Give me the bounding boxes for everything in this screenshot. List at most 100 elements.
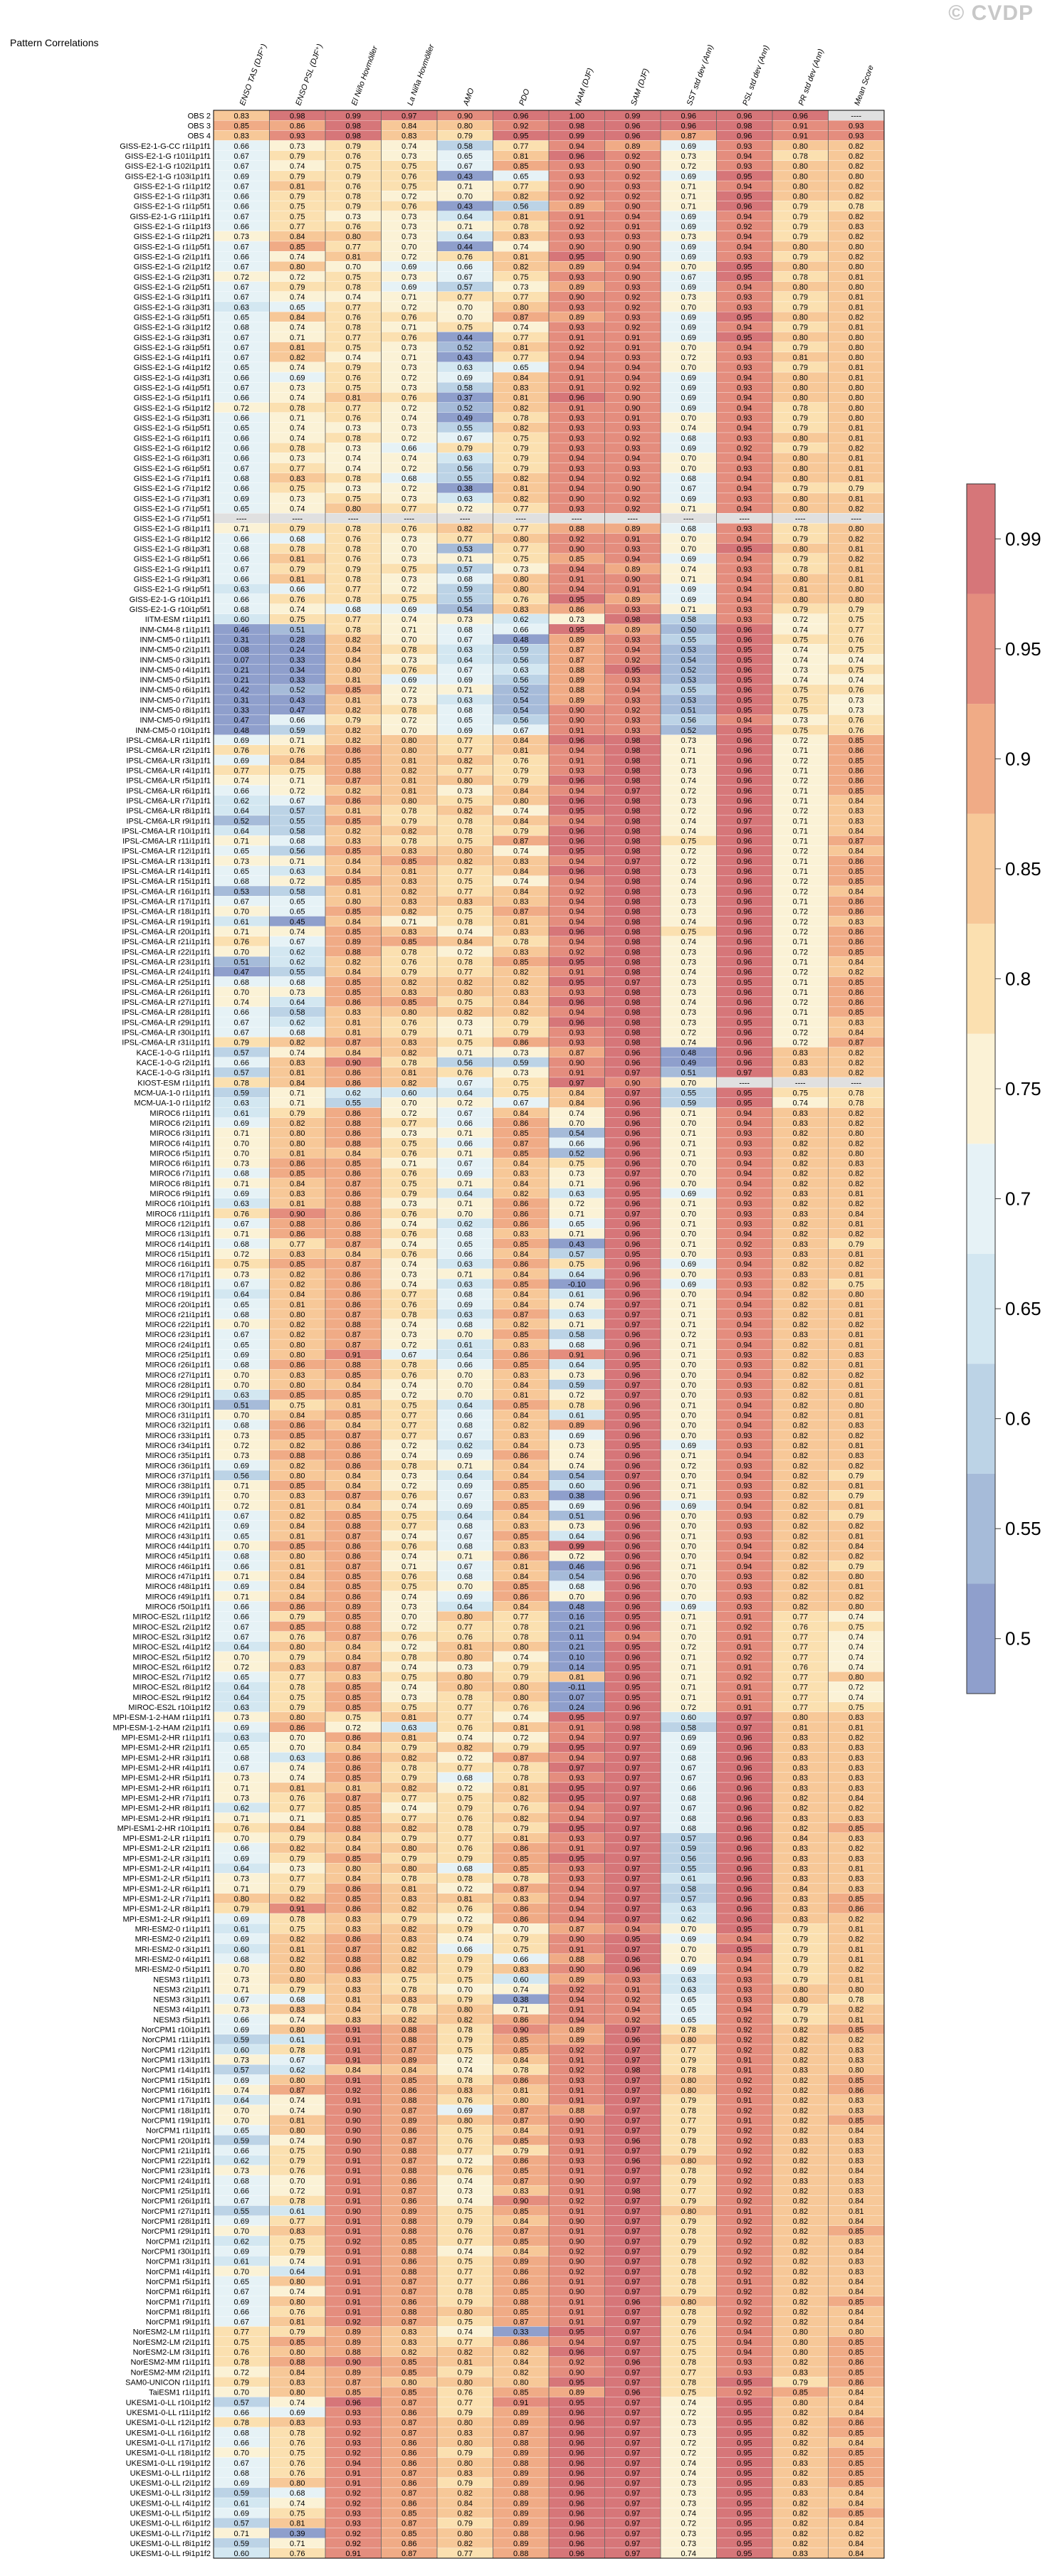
cell-value: 0.79 bbox=[290, 1985, 305, 1994]
cell-value: 0.84 bbox=[513, 1270, 528, 1279]
cell-value: 0.74 bbox=[401, 414, 416, 423]
cell-value: 0.85 bbox=[346, 877, 361, 886]
cell-value: 0.86 bbox=[346, 1210, 361, 1218]
cell-value: 0.37 bbox=[458, 394, 473, 403]
cell-value: 0.87 bbox=[513, 313, 528, 322]
row-label: MIROC6 r40i1p1f1 bbox=[145, 1502, 211, 1511]
cell-value: 0.89 bbox=[346, 1603, 361, 1611]
cell-value: 0.83 bbox=[793, 1210, 808, 1218]
cell-value: 0.98 bbox=[625, 867, 640, 876]
cell-value: 0.69 bbox=[401, 283, 416, 292]
cell-value: 0.73 bbox=[401, 1200, 416, 1208]
cell-value: 0.94 bbox=[569, 1754, 584, 1763]
cell-value: 0.84 bbox=[290, 1825, 305, 1833]
cell-value: 0.68 bbox=[681, 1754, 696, 1763]
cell-value: 0.77 bbox=[849, 625, 863, 634]
cell-value: 0.83 bbox=[513, 988, 528, 997]
cell-value: 0.85 bbox=[346, 928, 361, 936]
cell-value: 0.91 bbox=[569, 968, 584, 977]
cell-value: 0.67 bbox=[234, 334, 249, 342]
cell-value: 0.81 bbox=[849, 1341, 863, 1349]
cell-value: 0.86 bbox=[346, 1905, 361, 1913]
row-label: MPI-ESM-1-2-HAM r2i1p1f1 bbox=[112, 1724, 211, 1732]
cell-value: 0.78 bbox=[681, 2066, 696, 2075]
cell-value: 0.70 bbox=[290, 1744, 305, 1753]
cell-value: 0.85 bbox=[849, 787, 863, 796]
cell-value: 0.82 bbox=[849, 1371, 863, 1380]
cell-value: 0.72 bbox=[793, 616, 808, 624]
cell-value: 0.85 bbox=[346, 1613, 361, 1622]
cell-value: 0.68 bbox=[290, 978, 305, 987]
cell-value: 0.95 bbox=[737, 656, 752, 665]
cell-value: 0.96 bbox=[625, 1583, 640, 1591]
cell-value: 0.95 bbox=[737, 1089, 752, 1097]
cell-value: 0.93 bbox=[737, 1331, 752, 1339]
cell-value: 0.81 bbox=[346, 676, 361, 685]
cell-value: 0.96 bbox=[569, 394, 584, 403]
cell-value: 0.82 bbox=[401, 1079, 416, 1087]
cell-value: 0.82 bbox=[793, 1200, 808, 1208]
cell-value: 0.93 bbox=[625, 182, 640, 191]
cell-value: 0.61 bbox=[234, 918, 249, 927]
cell-value: 0.72 bbox=[401, 465, 416, 473]
cell-value: 0.91 bbox=[737, 1704, 752, 1712]
cell-value: 0.63 bbox=[458, 364, 473, 372]
cell-value: 0.96 bbox=[681, 122, 696, 130]
cell-value: 0.49 bbox=[458, 414, 473, 423]
cell-value: 0.73 bbox=[234, 1452, 249, 1460]
cell-value: 0.77 bbox=[458, 887, 473, 896]
cell-value: 0.81 bbox=[290, 182, 305, 191]
cell-value: 0.73 bbox=[290, 455, 305, 463]
cell-value: 0.75 bbox=[849, 666, 863, 675]
cell-value: 0.71 bbox=[681, 1200, 696, 1208]
cell-value: 0.70 bbox=[681, 1381, 696, 1390]
cell-value: 0.96 bbox=[737, 1744, 752, 1753]
cell-value: 0.76 bbox=[401, 1250, 416, 1259]
cell-value: 0.92 bbox=[625, 505, 640, 513]
cell-value: 0.94 bbox=[569, 1996, 584, 2005]
cell-value: 0.97 bbox=[625, 1210, 640, 1218]
cell-value: 0.80 bbox=[849, 1603, 863, 1611]
cell-value: 0.73 bbox=[401, 555, 416, 564]
cell-value: 0.82 bbox=[513, 263, 528, 272]
cell-value: 0.82 bbox=[290, 1462, 305, 1470]
cell-value: 0.81 bbox=[849, 303, 863, 312]
cell-value: 0.74 bbox=[569, 1462, 584, 1470]
cell-value: 0.71 bbox=[234, 1885, 249, 1894]
cell-value: 0.96 bbox=[625, 1109, 640, 1118]
cell-value: 0.73 bbox=[569, 616, 584, 624]
cell-value: 0.71 bbox=[681, 1694, 696, 1702]
cell-value: 0.79 bbox=[290, 1613, 305, 1622]
cell-value: 0.79 bbox=[793, 1965, 808, 1974]
cell-value: 0.88 bbox=[290, 1220, 305, 1229]
cell-value: 0.86 bbox=[849, 766, 863, 775]
cell-value: 0.54 bbox=[569, 1129, 584, 1138]
cell-value: 0.74 bbox=[401, 142, 416, 151]
row-label: KACE-1-0-G r1i1p1f1 bbox=[136, 1049, 211, 1057]
cell-value: 0.94 bbox=[569, 877, 584, 886]
cell-value: 0.96 bbox=[625, 1059, 640, 1067]
cell-value: 0.81 bbox=[849, 1442, 863, 1450]
cell-value: 0.79 bbox=[793, 303, 808, 312]
cell-value: 0.80 bbox=[290, 1472, 305, 1480]
cell-value: 0.66 bbox=[234, 787, 249, 796]
cell-value: 0.64 bbox=[458, 1401, 473, 1410]
cell-value: 0.73 bbox=[681, 978, 696, 987]
cell-value: 0.70 bbox=[681, 414, 696, 423]
row-label: IPSL-CM6A-LR r23i1p1f1 bbox=[122, 958, 211, 966]
cell-value: 0.79 bbox=[849, 1240, 863, 1249]
cell-value: 0.80 bbox=[793, 465, 808, 473]
cell-value: 0.82 bbox=[793, 1573, 808, 1581]
cell-value: 0.71 bbox=[681, 1149, 696, 1158]
cell-value: 0.96 bbox=[737, 857, 752, 866]
row-label: IPSL-CM6A-LR r22i1p1f1 bbox=[122, 948, 211, 956]
cell-value: 0.84 bbox=[290, 1583, 305, 1591]
cell-value: 0.95 bbox=[625, 1613, 640, 1622]
cell-value: 0.79 bbox=[793, 424, 808, 433]
cell-value: 0.93 bbox=[625, 1975, 640, 1984]
cell-value: 0.71 bbox=[234, 838, 249, 846]
cell-value: 0.82 bbox=[793, 1482, 808, 1491]
row-label: MPI-ESM1-2-LR r6i1p1f1 bbox=[123, 1885, 211, 1894]
cell-value: 0.63 bbox=[569, 1190, 584, 1198]
cell-value: 0.79 bbox=[458, 444, 473, 453]
